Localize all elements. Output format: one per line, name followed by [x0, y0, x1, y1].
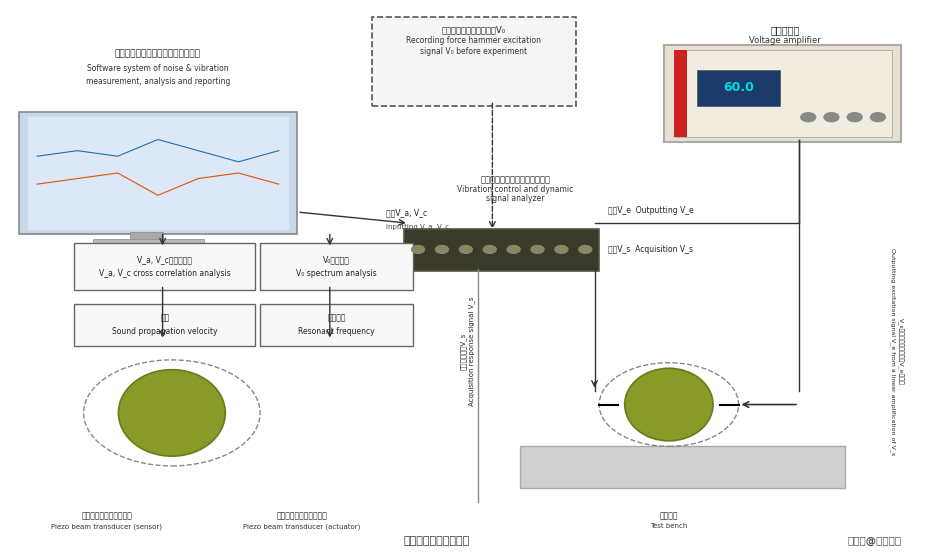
Circle shape [531, 246, 544, 253]
FancyBboxPatch shape [74, 304, 255, 346]
Text: 输入V_a, V_c: 输入V_a, V_c [385, 209, 426, 218]
Text: 试验台架: 试验台架 [659, 512, 677, 521]
FancyBboxPatch shape [696, 70, 780, 106]
Text: Sound propagation velocity: Sound propagation velocity [112, 327, 217, 336]
Text: 振动控制与动态信号采集分析仪: 振动控制与动态信号采集分析仪 [480, 176, 550, 185]
FancyBboxPatch shape [520, 446, 844, 488]
Text: V_s线性放大为激励信号V_e并输出
Outputting excitation signal V_e from a linear amplification : V_s线性放大为激励信号V_e并输出 Outputting excitation… [889, 248, 902, 455]
Text: signal V₀ before experiment: signal V₀ before experiment [419, 47, 527, 56]
FancyBboxPatch shape [673, 50, 687, 137]
FancyBboxPatch shape [673, 50, 891, 137]
Circle shape [458, 246, 471, 253]
Text: 60.0: 60.0 [722, 81, 754, 94]
Text: V_a, V_c cross correlation analysis: V_a, V_c cross correlation analysis [99, 268, 230, 278]
FancyBboxPatch shape [404, 229, 599, 271]
Text: Inputting V_a, V_c: Inputting V_a, V_c [385, 223, 448, 230]
Circle shape [870, 113, 884, 122]
Text: measurement, analysis and reporting: measurement, analysis and reporting [85, 77, 230, 86]
Text: 压电梁式传感器（感测）: 压电梁式传感器（感测） [82, 512, 132, 521]
Circle shape [554, 246, 567, 253]
Text: Software system of noise & vibration: Software system of noise & vibration [87, 64, 228, 73]
Text: 响应频率: 响应频率 [328, 314, 345, 323]
FancyBboxPatch shape [260, 304, 413, 346]
Text: 振动和噪声测试分析与报告软件系统: 振动和噪声测试分析与报告软件系统 [115, 50, 200, 59]
FancyBboxPatch shape [664, 45, 900, 142]
Ellipse shape [119, 369, 225, 456]
Text: Recording force hammer excitation: Recording force hammer excitation [406, 36, 541, 45]
Text: V₀ spectrum analysis: V₀ spectrum analysis [296, 268, 377, 278]
FancyBboxPatch shape [74, 243, 255, 290]
Circle shape [483, 246, 496, 253]
Text: Vibration control and dynamic: Vibration control and dynamic [457, 185, 574, 194]
FancyBboxPatch shape [260, 243, 413, 290]
Text: 输出V_e  Outputting V_e: 输出V_e Outputting V_e [608, 206, 693, 215]
Text: signal analyzer: signal analyzer [486, 194, 544, 203]
Text: 声速: 声速 [161, 314, 169, 323]
Text: V_a, V_c互相关分析: V_a, V_c互相关分析 [137, 255, 192, 264]
Text: Piezo beam transducer (actuator): Piezo beam transducer (actuator) [243, 523, 360, 530]
Circle shape [846, 113, 861, 122]
FancyBboxPatch shape [130, 232, 162, 240]
Circle shape [578, 246, 591, 253]
Circle shape [435, 246, 448, 253]
Text: 采集V_s  Acquisition V_s: 采集V_s Acquisition V_s [608, 245, 692, 254]
Text: 采集响应信号V_s
Acquisition response signal V_s: 采集响应信号V_s Acquisition response signal V_… [459, 297, 474, 406]
FancyBboxPatch shape [19, 112, 297, 234]
Text: Voltage amplifier: Voltage amplifier [748, 36, 820, 45]
Text: 压电梁式传感器（激励）: 压电梁式传感器（激励） [277, 512, 327, 521]
Text: 试验前录制力锤激励信号V₀: 试验前录制力锤激励信号V₀ [441, 25, 506, 34]
Ellipse shape [624, 368, 713, 441]
Text: 香梨硬度声振检测系统: 香梨硬度声振检测系统 [403, 536, 470, 546]
Text: 电压放大器: 电压放大器 [769, 25, 799, 35]
Circle shape [507, 246, 520, 253]
Circle shape [823, 113, 838, 122]
Text: Piezo beam transducer (sensor): Piezo beam transducer (sensor) [51, 523, 162, 530]
Text: 搜狐号@安泰电子: 搜狐号@安泰电子 [846, 536, 900, 546]
Text: Test bench: Test bench [650, 523, 687, 530]
FancyBboxPatch shape [93, 239, 204, 247]
FancyBboxPatch shape [371, 17, 575, 106]
Circle shape [800, 113, 815, 122]
Text: V₀频谱分析: V₀频谱分析 [323, 255, 350, 264]
Text: Resonant frequency: Resonant frequency [298, 327, 375, 336]
Circle shape [411, 246, 424, 253]
